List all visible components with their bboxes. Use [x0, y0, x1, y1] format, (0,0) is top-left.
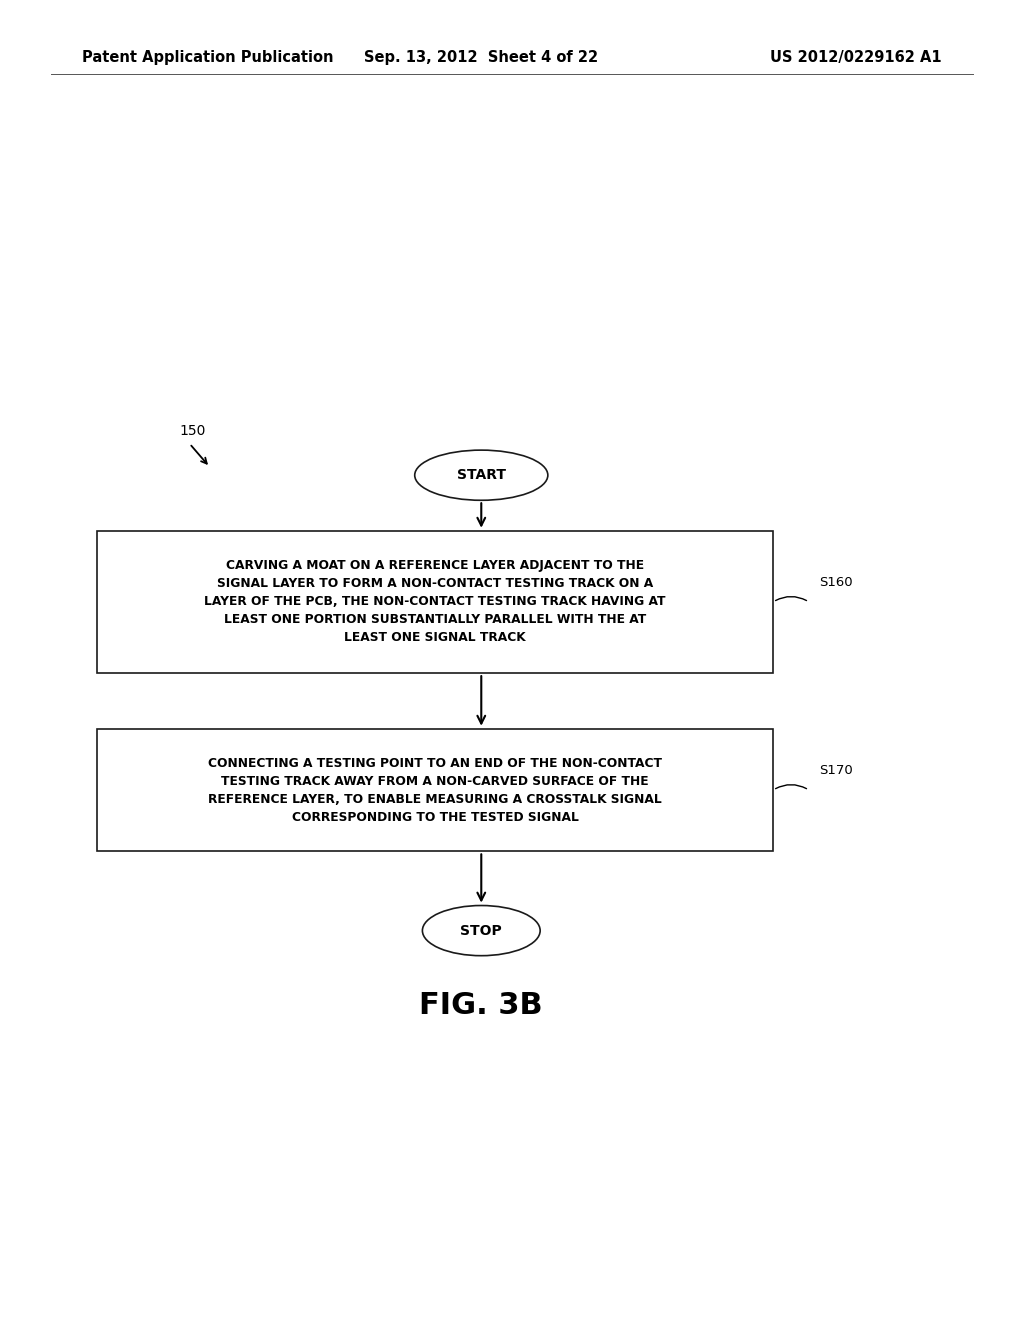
Ellipse shape [415, 450, 548, 500]
Text: S160: S160 [819, 576, 853, 589]
Text: Patent Application Publication: Patent Application Publication [82, 50, 334, 65]
Ellipse shape [422, 906, 541, 956]
Text: S170: S170 [819, 764, 853, 776]
Text: US 2012/0229162 A1: US 2012/0229162 A1 [770, 50, 942, 65]
Text: CONNECTING A TESTING POINT TO AN END OF THE NON-CONTACT
TESTING TRACK AWAY FROM : CONNECTING A TESTING POINT TO AN END OF … [208, 756, 663, 824]
FancyBboxPatch shape [97, 729, 773, 851]
Text: START: START [457, 469, 506, 482]
Text: STOP: STOP [461, 924, 502, 937]
Text: FIG. 3B: FIG. 3B [420, 991, 543, 1020]
Text: 150: 150 [179, 424, 206, 438]
Text: CARVING A MOAT ON A REFERENCE LAYER ADJACENT TO THE
SIGNAL LAYER TO FORM A NON-C: CARVING A MOAT ON A REFERENCE LAYER ADJA… [205, 560, 666, 644]
Text: Sep. 13, 2012  Sheet 4 of 22: Sep. 13, 2012 Sheet 4 of 22 [365, 50, 598, 65]
FancyBboxPatch shape [97, 531, 773, 673]
